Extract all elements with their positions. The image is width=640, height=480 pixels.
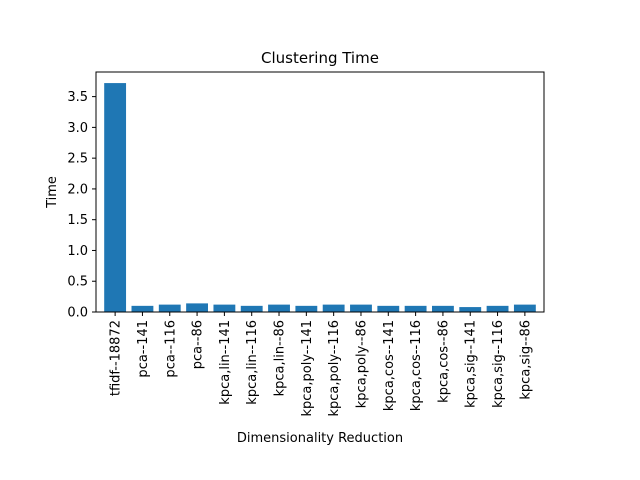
x-axis-ticks: tfidf--18872 pca--141 pca--116 pca--86 kpca,… [109,312,533,417]
x-tick-label: kpca,lin--86 [273,320,288,396]
bar-kpca,lin--116 [240,305,263,312]
y-tick-label: 0.0 [67,306,88,321]
x-axis-label: Dimensionality Reduction [237,431,403,446]
y-tick-label: 3.5 [67,90,88,105]
bar-kpca,lin--141 [213,304,236,312]
chart-title: Clustering Time [261,49,379,67]
bar-kpca,poly--141 [295,305,318,312]
y-tick-label: 0.5 [67,275,88,290]
y-axis-ticks: 0.0 0.5 1.0 1.5 2.0 2.5 3.0 3.5 [67,90,96,321]
x-tick-label: kpca,cos--116 [409,320,424,411]
x-tick-label: kpca,poly--86 [354,320,369,408]
x-tick-label: kpca,sig--86 [518,320,533,400]
bar-tfidf--18872 [104,83,127,312]
y-tick-label: 2.0 [67,182,88,197]
y-axis-label: Time [45,176,60,209]
x-tick-label: kpca,cos--86 [436,320,451,403]
bar-kpca,cos--86 [432,305,454,312]
x-tick-label: pca--86 [191,320,206,369]
bar-pca--86 [186,303,208,312]
plot-frame [95,71,545,313]
x-tick-label: kpca,cos--141 [382,320,397,411]
bars-group [104,83,536,312]
x-tick-label: kpca,sig--116 [491,320,506,408]
x-tick-label: tfidf--18872 [109,320,124,396]
x-tick-label: kpca,poly--141 [300,320,315,417]
y-tick-label: 3.0 [67,121,88,136]
bar-kpca,sig--86 [513,304,536,312]
bar-kpca,lin--86 [268,304,290,312]
x-tick-label: pca--141 [136,320,151,378]
bar-kpca,poly--116 [322,304,345,312]
bar-kpca,poly--86 [350,304,372,312]
bar-kpca,sig--116 [486,305,509,312]
x-tick-label: kpca,lin--116 [245,320,260,405]
bar-pca--141 [131,305,154,312]
x-tick-label: kpca,poly--116 [327,320,342,417]
bar-pca--116 [158,304,181,312]
y-tick-label: 1.5 [67,213,88,228]
x-tick-label: kpca,lin--141 [218,320,233,405]
x-tick-label: kpca,sig--141 [464,320,479,408]
bar-kpca,sig--141 [459,307,482,312]
bar-kpca,cos--141 [377,305,400,312]
y-tick-label: 1.0 [67,244,88,259]
x-tick-label: pca--116 [163,320,178,378]
bar-kpca,cos--116 [404,305,427,312]
y-tick-label: 2.5 [67,152,88,167]
